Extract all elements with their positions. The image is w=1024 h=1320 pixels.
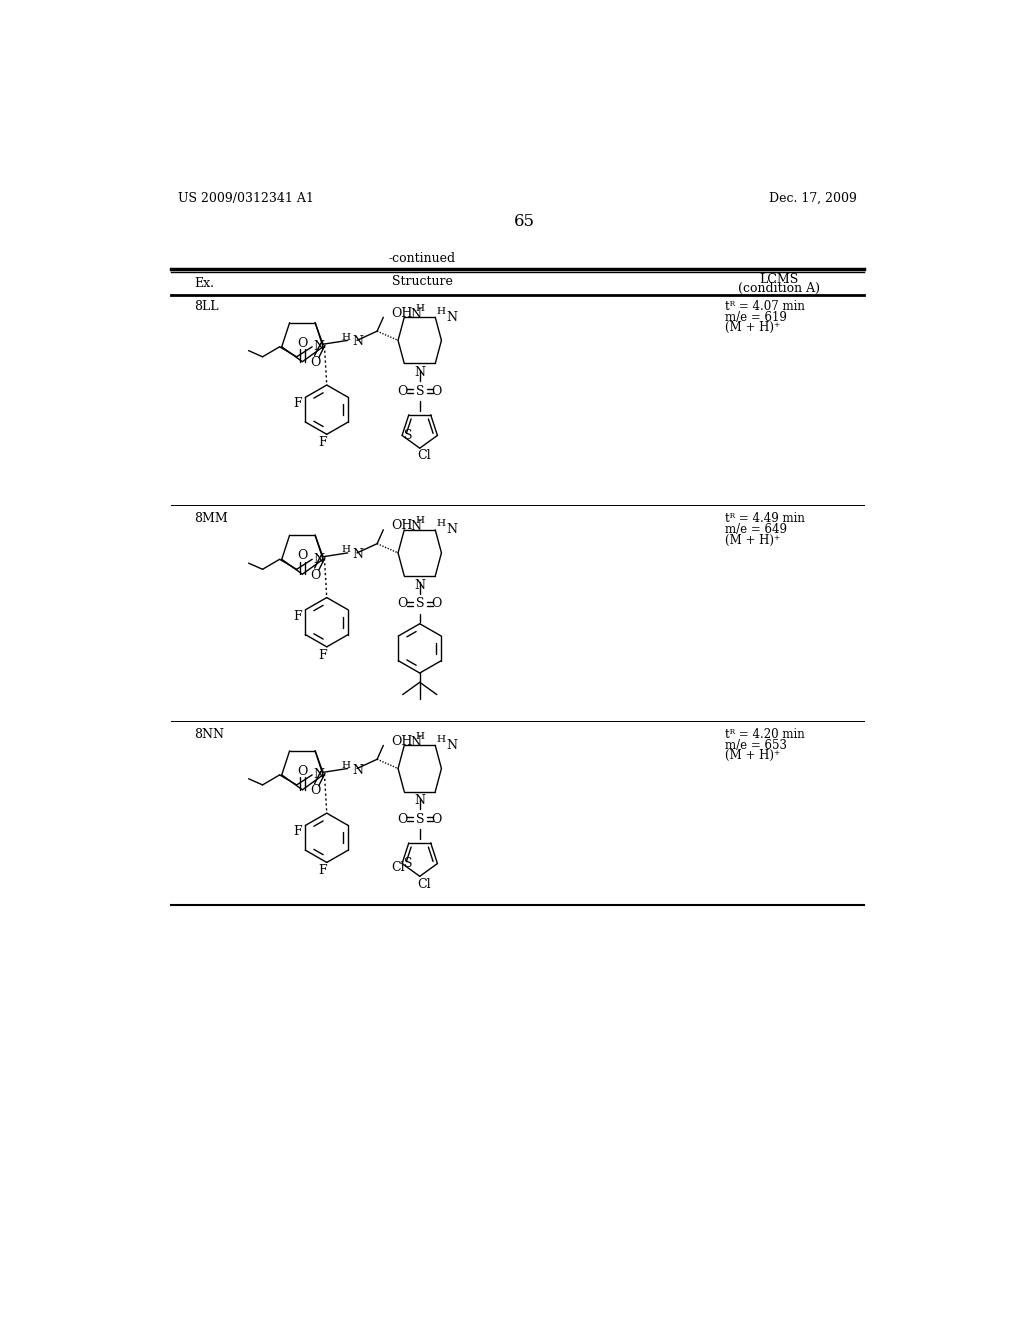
Text: 65: 65 (514, 213, 536, 230)
Text: F: F (318, 865, 328, 878)
Text: H: H (437, 735, 446, 743)
Text: (M + H)⁺: (M + H)⁺ (725, 533, 780, 546)
Text: N: N (446, 310, 457, 323)
Text: O: O (310, 569, 321, 582)
Text: OH: OH (391, 308, 413, 319)
Text: F: F (293, 825, 302, 838)
Text: O: O (432, 384, 442, 397)
Text: O: O (397, 384, 408, 397)
Text: N: N (446, 523, 457, 536)
Text: OH: OH (391, 735, 413, 748)
Text: m/e = 653: m/e = 653 (725, 739, 786, 751)
Text: OH: OH (391, 520, 413, 532)
Text: Cl: Cl (391, 861, 404, 874)
Text: N: N (352, 763, 364, 776)
Text: tᴿ = 4.20 min: tᴿ = 4.20 min (725, 727, 805, 741)
Text: -continued: -continued (389, 252, 456, 265)
Text: N: N (446, 739, 457, 752)
Text: tᴿ = 4.07 min: tᴿ = 4.07 min (725, 300, 805, 313)
Text: Ex.: Ex. (194, 277, 214, 290)
Text: F: F (318, 437, 328, 449)
Text: m/e = 649: m/e = 649 (725, 523, 786, 536)
Text: H: H (342, 333, 350, 342)
Text: Dec. 17, 2009: Dec. 17, 2009 (769, 191, 856, 205)
Text: N: N (415, 578, 425, 591)
Text: m/e = 619: m/e = 619 (725, 310, 786, 323)
Text: 8NN: 8NN (194, 727, 224, 741)
Text: N: N (313, 553, 324, 566)
Text: O: O (297, 337, 307, 350)
Text: S: S (404, 857, 413, 870)
Text: (condition A): (condition A) (738, 282, 820, 296)
Text: S: S (416, 384, 424, 397)
Text: 8LL: 8LL (194, 300, 218, 313)
Text: H: H (342, 545, 350, 554)
Text: Cl: Cl (417, 878, 430, 891)
Text: tᴿ = 4.49 min: tᴿ = 4.49 min (725, 512, 805, 525)
Text: S: S (404, 429, 413, 442)
Text: N: N (313, 768, 324, 781)
Text: H: H (416, 304, 424, 313)
Text: H: H (437, 519, 446, 528)
Text: N: N (411, 308, 422, 321)
Text: US 2009/0312341 A1: US 2009/0312341 A1 (178, 191, 314, 205)
Text: O: O (432, 813, 442, 826)
Text: S: S (416, 813, 424, 826)
Text: N: N (352, 548, 364, 561)
Text: N: N (415, 366, 425, 379)
Text: (M + H)⁺: (M + H)⁺ (725, 321, 780, 334)
Text: O: O (310, 784, 321, 797)
Text: O: O (432, 597, 442, 610)
Text: 8MM: 8MM (194, 512, 227, 525)
Text: H: H (416, 516, 424, 525)
Text: N: N (411, 735, 422, 748)
Text: N: N (313, 341, 324, 354)
Text: H: H (342, 760, 350, 770)
Text: O: O (397, 597, 408, 610)
Text: O: O (297, 549, 307, 562)
Text: F: F (293, 610, 302, 623)
Text: N: N (411, 520, 422, 533)
Text: (M + H)⁺: (M + H)⁺ (725, 750, 780, 763)
Text: N: N (415, 795, 425, 808)
Text: S: S (416, 597, 424, 610)
Text: N: N (352, 335, 364, 348)
Text: H: H (437, 306, 446, 315)
Text: Structure: Structure (392, 275, 453, 288)
Text: LCMS: LCMS (760, 273, 799, 286)
Text: Cl: Cl (417, 449, 430, 462)
Text: O: O (310, 356, 321, 370)
Text: H: H (416, 731, 424, 741)
Text: F: F (318, 649, 328, 661)
Text: O: O (297, 764, 307, 777)
Text: O: O (397, 813, 408, 826)
Text: F: F (293, 397, 302, 411)
